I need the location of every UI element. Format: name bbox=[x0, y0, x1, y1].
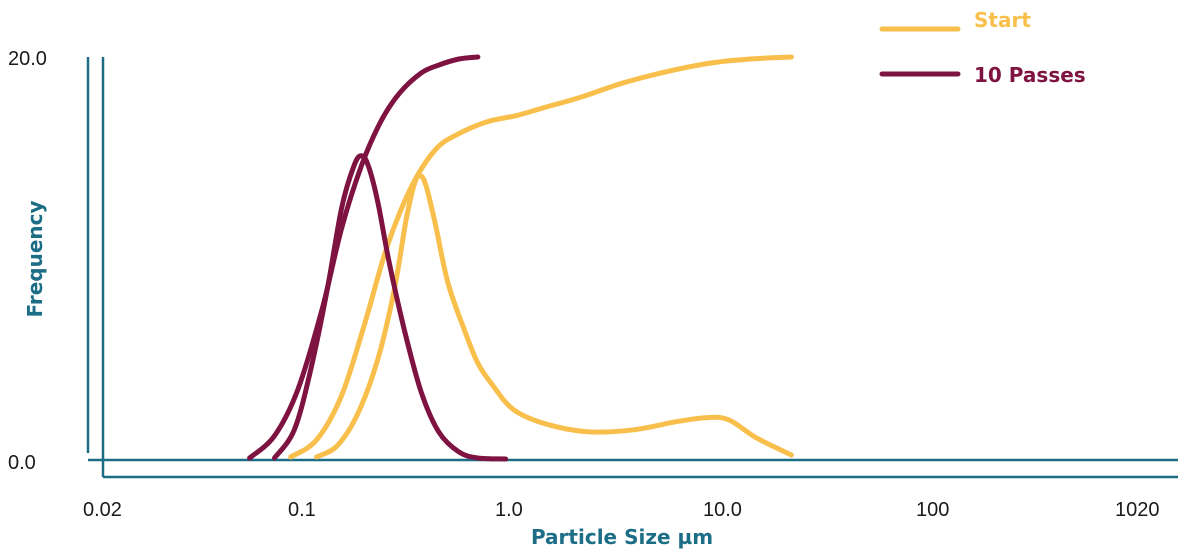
series-layer bbox=[247, 54, 794, 462]
y-tick-label-top: 20.0 bbox=[8, 48, 47, 70]
y-tick-label-bottom: 0.0 bbox=[8, 452, 36, 474]
x-tick-label: 100 bbox=[916, 499, 949, 521]
x-tick-label: 1.0 bbox=[495, 499, 523, 521]
x-axis-title: Particle Size µm bbox=[531, 525, 713, 549]
legend-label-10-passes: 10 Passes bbox=[974, 63, 1086, 87]
x-tick-label: 0.02 bbox=[83, 499, 122, 521]
series-start-cumulative-line bbox=[288, 54, 794, 460]
series-10-passes-cumulative-line bbox=[247, 54, 481, 461]
legend: Start 10 Passes bbox=[879, 8, 1086, 87]
y-axis-title: Frequency bbox=[23, 200, 47, 317]
series-10-passes-distribution-line bbox=[272, 153, 509, 462]
legend-label-start: Start bbox=[974, 8, 1031, 32]
x-tick-labels: 0.02 0.1 1.0 10.0 100 1020 bbox=[83, 499, 1160, 521]
x-tick-label: 0.1 bbox=[288, 499, 316, 521]
series-start-distribution-line bbox=[314, 172, 794, 460]
x-tick-label: 1020 bbox=[1115, 499, 1160, 521]
x-tick-label: 10.0 bbox=[703, 499, 742, 521]
